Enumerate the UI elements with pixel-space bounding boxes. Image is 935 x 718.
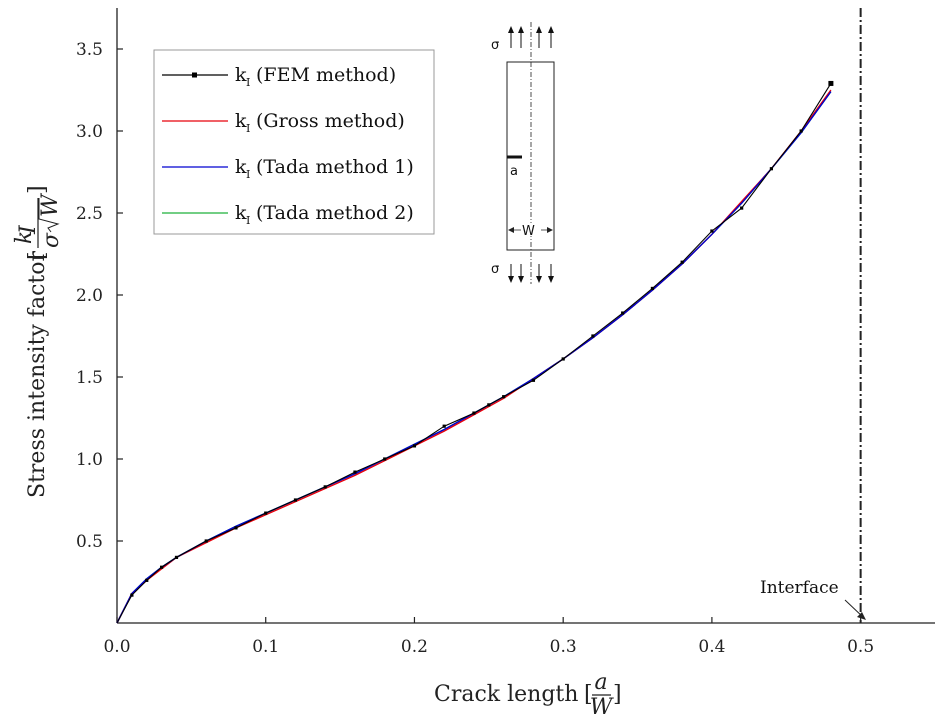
x-tick-label: 0.3 (550, 637, 577, 657)
fem-marker (561, 357, 565, 361)
x-axis-frac-num: a (594, 670, 607, 695)
fem-marker (502, 395, 506, 399)
legend-sub: I (246, 122, 250, 135)
x-tick-label: 0.4 (698, 637, 725, 657)
fem-marker (472, 411, 476, 415)
fem-marker (383, 457, 387, 461)
x-tick-label: 0.2 (401, 637, 428, 657)
series-line-0 (116, 83, 832, 624)
fem-marker (740, 206, 744, 210)
legend-marker (192, 72, 197, 78)
x-axis-frac-den: W (590, 695, 615, 718)
x-axis-bracket-close: ] (613, 682, 622, 707)
x-tick-label: 0.1 (252, 637, 279, 657)
fem-marker (710, 229, 714, 233)
x-axis-ticks: 0.0 0.1 0.2 0.3 0.4 0.5 (103, 617, 874, 657)
fem-marker (353, 470, 357, 474)
y-axis-sqrt-sign (38, 198, 60, 233)
y-axis-frac-den-sigma: σ (39, 232, 64, 248)
fem-marker (769, 167, 773, 171)
stress-label-top: σ (491, 38, 499, 53)
y-tick-label: 3.5 (76, 40, 103, 60)
y-tick-label: 0.5 (76, 532, 103, 552)
legend-label: (FEM method) (256, 64, 396, 86)
width-label: W (522, 224, 535, 239)
legend-sub: I (246, 214, 250, 227)
width-dimension: W (508, 223, 553, 239)
crack-label: a (510, 164, 518, 179)
fem-marker (130, 593, 134, 597)
fem-marker (264, 511, 268, 515)
fem-marker (531, 378, 536, 382)
fem-marker (174, 555, 179, 559)
stress-arrows (508, 26, 554, 283)
legend-label: (Tada method 1) (256, 156, 414, 178)
fem-marker (160, 565, 164, 569)
y-axis-title: Stress intensity factor [ k I σ W ] (12, 185, 64, 498)
fem-marker (323, 485, 327, 489)
y-axis-frac-den-root: W (38, 192, 63, 217)
specimen-inset: a W σ σ (491, 22, 555, 284)
interface-label: Interface (760, 578, 839, 598)
fem-marker (293, 498, 298, 502)
legend-label: (Tada method 2) (256, 202, 414, 224)
y-axis-bracket-open: [ (25, 251, 50, 260)
fem-marker (621, 311, 625, 315)
legend: k I (FEM method)k I (Gross method)k I (Tada me… (153, 49, 435, 235)
fem-marker (145, 578, 149, 582)
legend-prefix: k (235, 64, 247, 86)
interface-arrow (844, 599, 866, 620)
fem-marker (799, 129, 803, 133)
y-tick-label: 1.5 (76, 368, 103, 388)
fem-marker (204, 539, 208, 543)
fem-marker (650, 286, 655, 291)
stress-label-bottom: σ (491, 262, 499, 277)
fem-marker (234, 526, 238, 530)
series-layer (116, 80, 834, 624)
y-tick-label: 2.0 (76, 286, 103, 306)
x-axis-bracket-open: [ (584, 682, 593, 707)
fem-marker (680, 260, 684, 264)
legend-prefix: k (235, 156, 247, 178)
y-axis-frac-num-sub: I (16, 224, 41, 235)
legend-prefix: k (235, 110, 247, 132)
y-axis-ticks: 0.5 1.0 1.5 2.0 2.5 3.0 3.5 (76, 40, 123, 552)
legend-prefix: k (235, 202, 247, 224)
fem-marker (487, 403, 491, 407)
fem-marker (591, 334, 595, 338)
x-tick-label: 0.5 (847, 637, 874, 657)
legend-sub: I (246, 168, 250, 181)
x-axis-title-text: Crack length (434, 682, 578, 707)
fem-marker (412, 444, 417, 448)
x-axis-title: Crack length [ a W ] (434, 670, 622, 718)
y-tick-label: 1.0 (76, 450, 103, 470)
y-axis-title-text: Stress intensity factor (25, 250, 50, 498)
y-axis-bracket-close: ] (25, 185, 50, 194)
fem-marker (442, 424, 446, 428)
legend-label: (Gross method) (256, 110, 405, 132)
legend-sub: I (246, 76, 250, 89)
plot-frame (116, 8, 935, 624)
fem-marker (828, 80, 834, 86)
y-tick-label: 3.0 (76, 122, 103, 142)
x-tick-label: 0.0 (103, 637, 130, 657)
y-axis-frac-num: k (12, 231, 37, 244)
y-tick-label: 2.5 (76, 204, 103, 224)
legend-box (153, 49, 435, 235)
